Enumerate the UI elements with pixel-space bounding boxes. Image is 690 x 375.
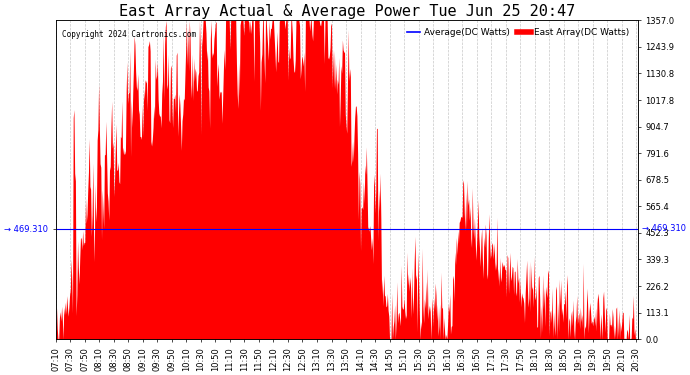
Text: Copyright 2024 Cartronics.com: Copyright 2024 Cartronics.com xyxy=(61,30,196,39)
Title: East Array Actual & Average Power Tue Jun 25 20:47: East Array Actual & Average Power Tue Ju… xyxy=(119,4,575,19)
Text: → 469.310: → 469.310 xyxy=(642,224,686,233)
Legend: Average(DC Watts), East Array(DC Watts): Average(DC Watts), East Array(DC Watts) xyxy=(403,25,633,41)
